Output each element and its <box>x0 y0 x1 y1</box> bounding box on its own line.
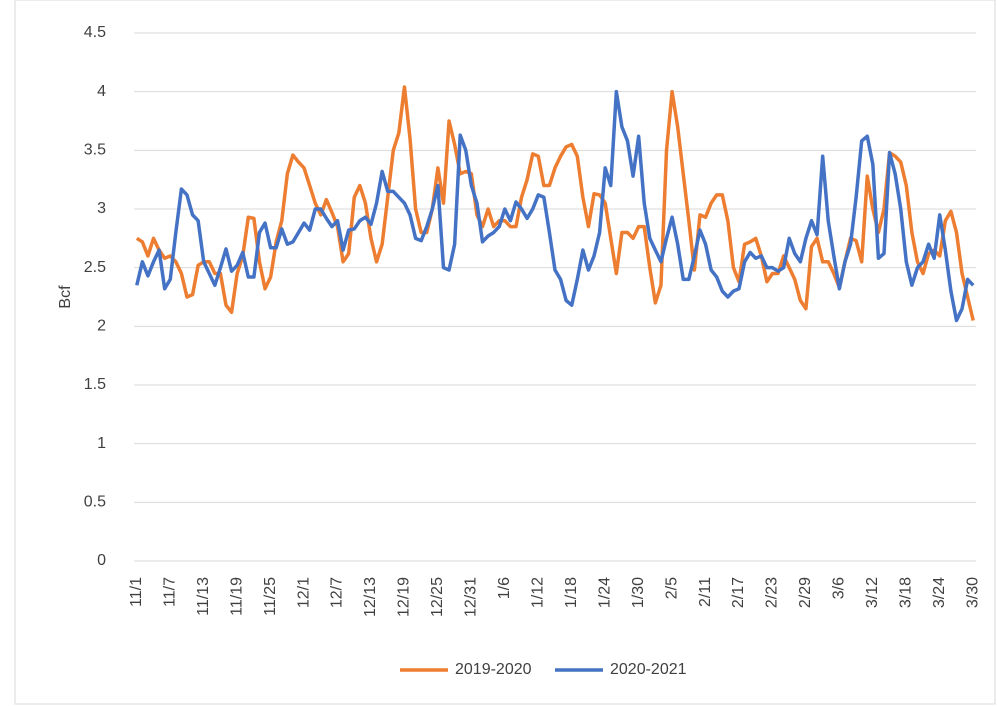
y-axis-label: Bcf <box>57 285 74 309</box>
y-tick-label: 2.5 <box>84 259 106 276</box>
x-tick-label: 3/12 <box>864 577 881 608</box>
y-tick-label: 1.5 <box>84 376 106 393</box>
chart-frame <box>14 0 996 705</box>
legend-label: 2019-2020 <box>455 661 532 678</box>
x-tick-label: 2/17 <box>730 577 747 608</box>
x-tick-label: 12/7 <box>329 577 346 608</box>
y-tick-label: 4.5 <box>84 24 106 41</box>
x-tick-label: 11/7 <box>161 577 178 607</box>
y-tick-label: 1 <box>97 435 106 452</box>
series-line <box>135 85 975 321</box>
x-tick-label: 3/24 <box>931 577 948 608</box>
x-tick-label: 3/18 <box>898 577 915 608</box>
y-tick-label: 0.5 <box>84 494 106 511</box>
x-tick-label: 12/31 <box>463 577 480 617</box>
x-tick-label: 2/5 <box>663 577 680 599</box>
x-tick-label: 11/25 <box>262 577 279 616</box>
x-tick-label: 1/18 <box>563 577 580 608</box>
series-line <box>135 89 975 323</box>
y-tick-label: 3 <box>97 200 106 217</box>
x-tick-label: 12/25 <box>429 577 446 617</box>
x-tick-label: 2/11 <box>697 577 714 607</box>
x-tick-label: 1/30 <box>630 577 647 608</box>
x-tick-label: 11/1 <box>128 577 145 607</box>
x-tick-label: 2/23 <box>764 577 781 608</box>
x-tick-label: 1/12 <box>529 577 546 608</box>
y-tick-label: 4 <box>97 83 106 100</box>
x-tick-label: 12/13 <box>362 577 379 617</box>
legend-label: 2020-2021 <box>610 661 687 678</box>
y-tick-label: 2 <box>97 318 106 335</box>
y-tick-label: 3.5 <box>84 142 106 159</box>
y-tick-label: 0 <box>97 552 106 569</box>
x-tick-label: 12/19 <box>396 577 413 617</box>
x-tick-label: 1/24 <box>596 577 613 608</box>
x-tick-label: 3/6 <box>831 577 848 599</box>
x-tick-label: 1/6 <box>496 577 513 599</box>
x-tick-label: 2/29 <box>797 577 814 608</box>
x-tick-label: 12/1 <box>295 577 312 608</box>
x-tick-label: 11/13 <box>195 577 212 616</box>
x-tick-label: 3/30 <box>964 577 981 608</box>
x-tick-label: 11/19 <box>228 577 245 616</box>
